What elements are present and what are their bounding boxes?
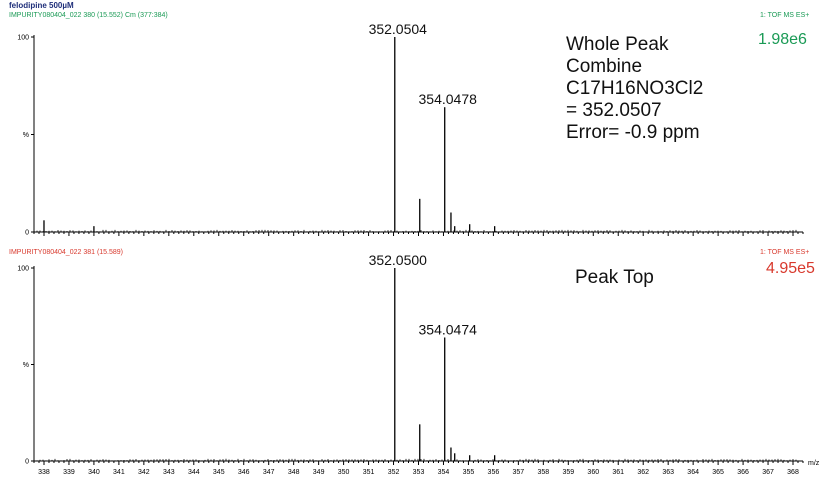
spectrum-1-subtitle: IMPURITY080404_022 380 (15.552) Cm (377:… xyxy=(9,12,168,19)
x-tick-label: 352 xyxy=(388,469,400,476)
y-tick-label: 0 xyxy=(25,459,29,466)
x-tick-label: 350 xyxy=(338,469,350,476)
spectrum-2-plot: 100% 0 338 339 340 341 342 343 344 345 346 347 348 34… xyxy=(17,252,819,476)
spectrum-2-subtitle: IMPURITY080404_022 381 (15.589) xyxy=(9,249,124,256)
spectrum-1-intensity: 1.98e6 xyxy=(758,31,807,48)
peak-label: 354.0478 xyxy=(419,91,478,107)
x-tick-label: 340 xyxy=(88,469,100,476)
x-tick-label: 355 xyxy=(463,469,475,476)
x-tick-label: 366 xyxy=(737,469,749,476)
x-tick-label: 345 xyxy=(213,469,225,476)
x-tick-label: 341 xyxy=(113,469,125,476)
peak-label: 352.0500 xyxy=(369,252,428,268)
spectrum-1-mode: 1: TOF MS ES+ xyxy=(760,12,810,19)
x-tick-label: 353 xyxy=(413,469,425,476)
x-tick-label: 343 xyxy=(163,469,175,476)
x-tick-label: 365 xyxy=(712,469,724,476)
x-tick-label: 362 xyxy=(637,469,649,476)
annotation-line-1: Whole Peak xyxy=(566,34,669,55)
x-tick-label: 360 xyxy=(587,469,599,476)
x-tick-label: 359 xyxy=(562,469,574,476)
x-tick-label: 367 xyxy=(762,469,774,476)
x-tick-label: 354 xyxy=(438,469,450,476)
annotation-line-5: Error= -0.9 ppm xyxy=(566,122,700,143)
x-tick-label: 358 xyxy=(537,469,549,476)
annotation-line-2: Combine xyxy=(566,56,643,77)
x-tick-label: 342 xyxy=(138,469,150,476)
spectrum-2-annotation: Peak Top xyxy=(575,267,654,288)
peak-label: 352.0504 xyxy=(369,21,428,37)
x-tick-label: 339 xyxy=(63,469,75,476)
x-tick-label: 364 xyxy=(687,469,699,476)
x-tick-label: 346 xyxy=(238,469,250,476)
spectrum-1-plot: 100% 0 352.0504 354.0478 xyxy=(17,21,804,237)
spectrum-2-intensity: 4.95e5 xyxy=(766,260,815,277)
y-tick-label: % xyxy=(23,132,29,139)
x-tick-label: 357 xyxy=(513,469,525,476)
annotation-line-3: C17H16NO3Cl2 xyxy=(566,78,704,99)
spectrum-1-annotation: Whole Peak Combine C17H16NO3Cl2 = 352.05… xyxy=(566,34,703,144)
x-tick-label: 351 xyxy=(363,469,375,476)
x-tick-label: 349 xyxy=(313,469,325,476)
x-tick-label: 338 xyxy=(38,469,50,476)
sample-title: felodipine 500µM xyxy=(9,1,74,10)
x-tick-label: 348 xyxy=(288,469,300,476)
annotation-line-4: = 352.0507 xyxy=(566,100,662,121)
x-tick-label: 356 xyxy=(488,469,500,476)
y-tick-label: 0 xyxy=(25,230,29,237)
spectrum-2-mode: 1: TOF MS ES+ xyxy=(760,249,810,256)
x-axis-label: m/z xyxy=(808,460,820,467)
x-tick-label: 344 xyxy=(188,469,200,476)
x-tick-label: 368 xyxy=(787,469,799,476)
y-tick-label: 100 xyxy=(17,35,29,42)
peak-label: 354.0474 xyxy=(419,321,478,337)
x-tick-label: 361 xyxy=(612,469,624,476)
x-tick-label: 363 xyxy=(662,469,674,476)
x-tick-label: 347 xyxy=(263,469,275,476)
y-tick-label: % xyxy=(23,362,29,369)
y-tick-label: 100 xyxy=(17,266,29,273)
